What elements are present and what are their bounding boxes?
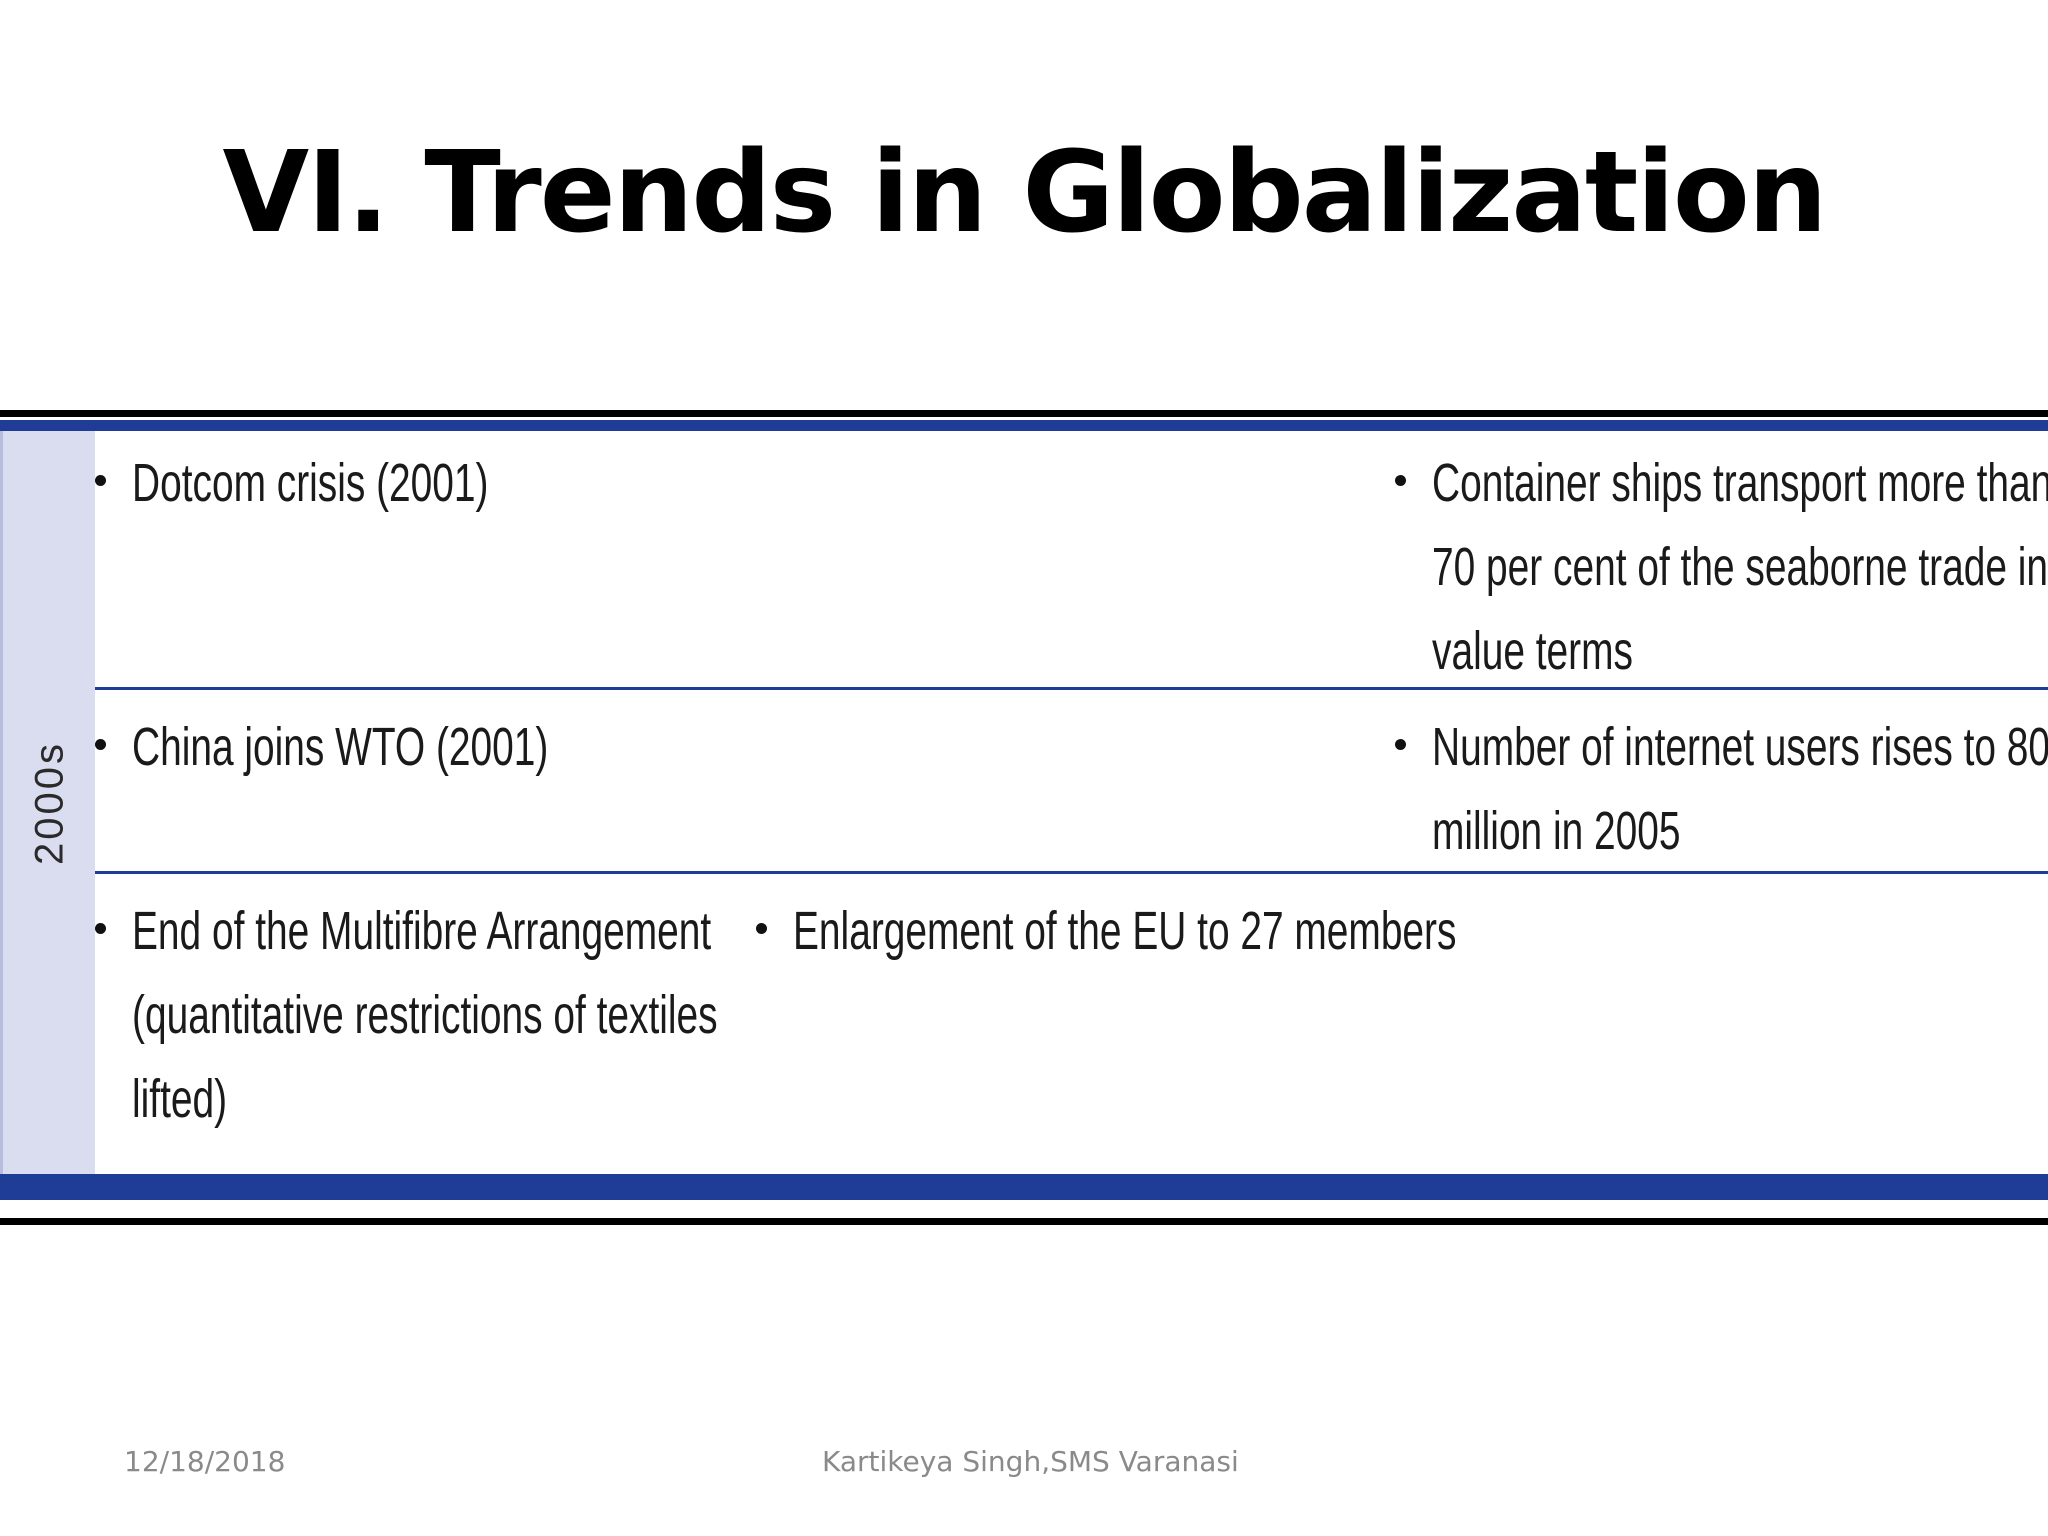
slide-title: VI. Trends in Globalization (222, 128, 1827, 258)
row-1-left-cell: Dotcom crisis (2001) (95, 441, 627, 525)
table-bottom-rule (0, 1218, 2048, 1225)
bullet-icon (95, 475, 106, 486)
list-item: Container ships transport more than 70 p… (1395, 441, 2048, 693)
list-item: China joins WTO (2001) (95, 705, 710, 789)
table-top-band (0, 420, 2048, 431)
item-text-line: Container ships transport more than (1432, 453, 2048, 513)
bullet-icon (1395, 475, 1406, 486)
decade-sidebar: 2000s (0, 431, 95, 1174)
list-item: Dotcom crisis (2001) (95, 441, 627, 525)
row-3-middle-cell: Enlargement of the EU to 27 members (756, 889, 1714, 973)
bullet-icon (95, 739, 106, 750)
item-text-line: value terms (1432, 621, 1633, 681)
row-2-left-cell: China joins WTO (2001) (95, 705, 710, 789)
row-3-left-cell: End of the Multifibre Arrangement (quant… (95, 889, 945, 1141)
item-text-line: End of the Multifibre Arrangement (132, 901, 712, 961)
list-item: End of the Multifibre Arrangement (quant… (95, 889, 945, 1141)
item-text-line: (quantitative restrictions of textiles (132, 985, 718, 1045)
item-text-line: Dotcom crisis (2001) (132, 453, 489, 513)
row-divider (95, 687, 2048, 690)
item-text-line: million in 2005 (1432, 801, 1681, 861)
item-text-line: Number of internet users rises to 800 (1432, 717, 2048, 777)
item-text-line: Enlargement of the EU to 27 members (793, 901, 1457, 961)
timeline-table: 2000s Dotcom crisis (2001) Container shi… (0, 431, 2048, 1174)
decade-label: 2000s (27, 741, 72, 865)
row-divider (95, 871, 2048, 874)
bullet-icon (95, 923, 106, 934)
bullet-icon (756, 923, 767, 934)
item-text-line: 70 per cent of the seaborne trade in (1432, 537, 2048, 597)
row-1-right-cell: Container ships transport more than 70 p… (1395, 441, 2048, 693)
list-item: Enlargement of the EU to 27 members (756, 889, 1714, 973)
row-2-right-cell: Number of internet users rises to 800 mi… (1395, 705, 2048, 873)
item-text-line: lifted) (132, 1069, 228, 1129)
bullet-icon (1395, 739, 1406, 750)
list-item: Number of internet users rises to 800 mi… (1395, 705, 2048, 873)
item-text-line: China joins WTO (2001) (132, 717, 549, 777)
footer-date: 12/18/2018 (124, 1445, 286, 1478)
table-bottom-band (0, 1174, 2048, 1200)
table-top-rule (0, 410, 2048, 417)
footer-author: Kartikeya Singh,SMS Varanasi (822, 1445, 1239, 1478)
